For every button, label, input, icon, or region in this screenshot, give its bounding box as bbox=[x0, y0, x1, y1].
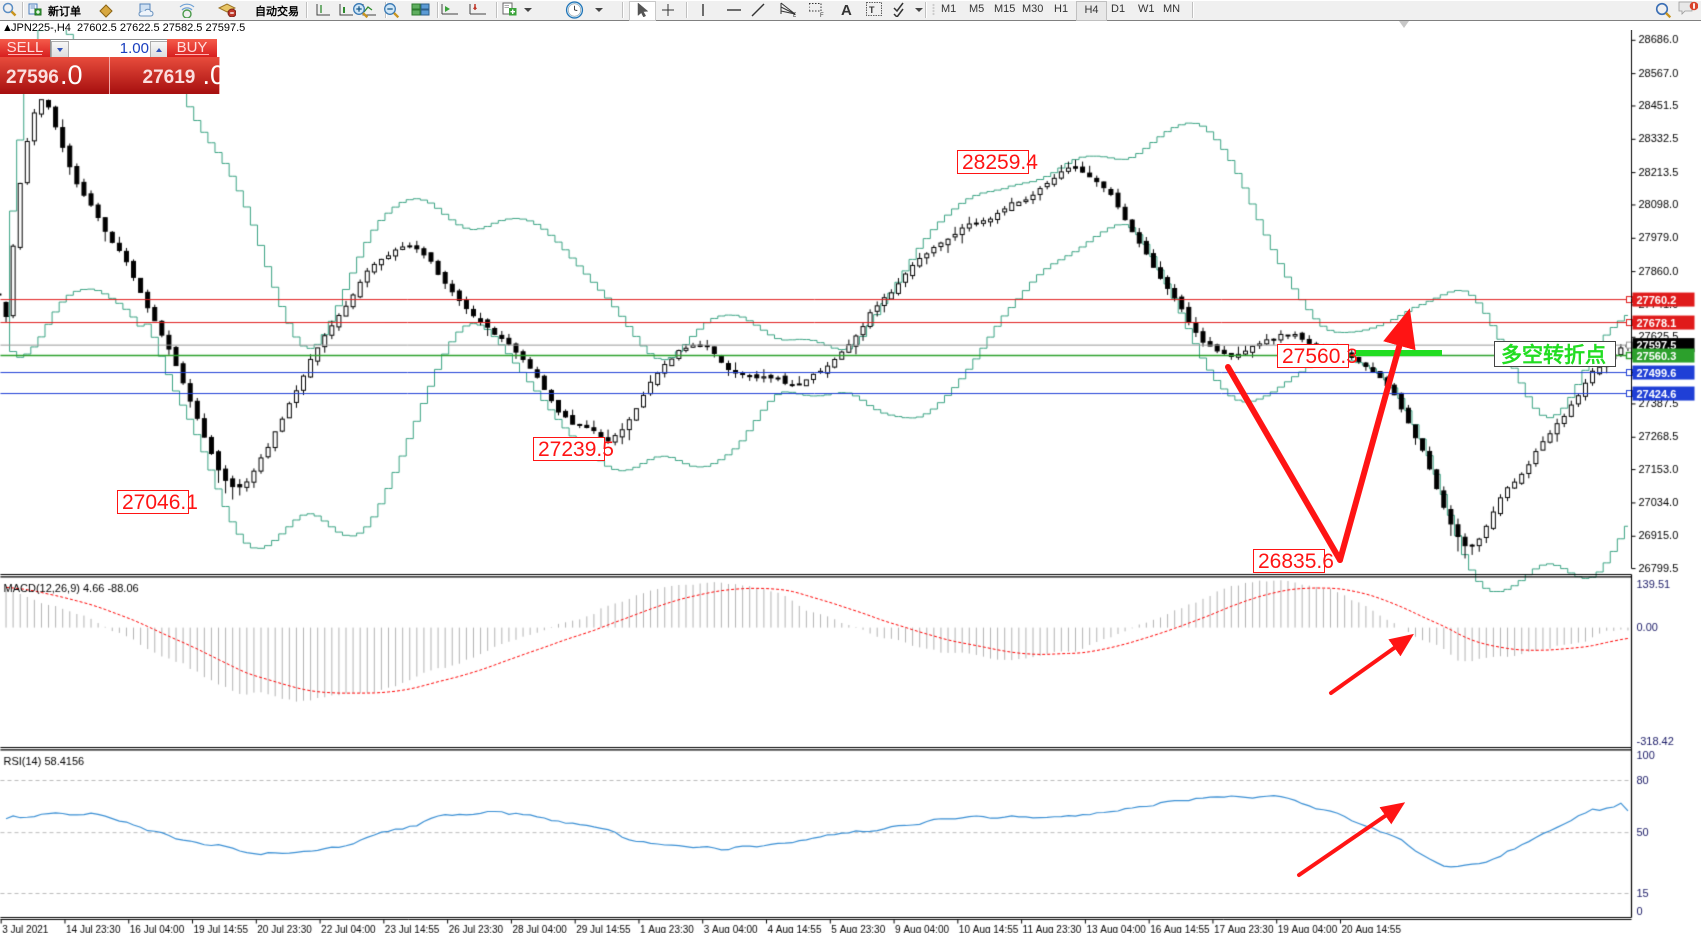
svg-text:E: E bbox=[793, 13, 796, 17]
svg-text:F: F bbox=[820, 13, 824, 17]
svg-text:T: T bbox=[869, 5, 875, 15]
